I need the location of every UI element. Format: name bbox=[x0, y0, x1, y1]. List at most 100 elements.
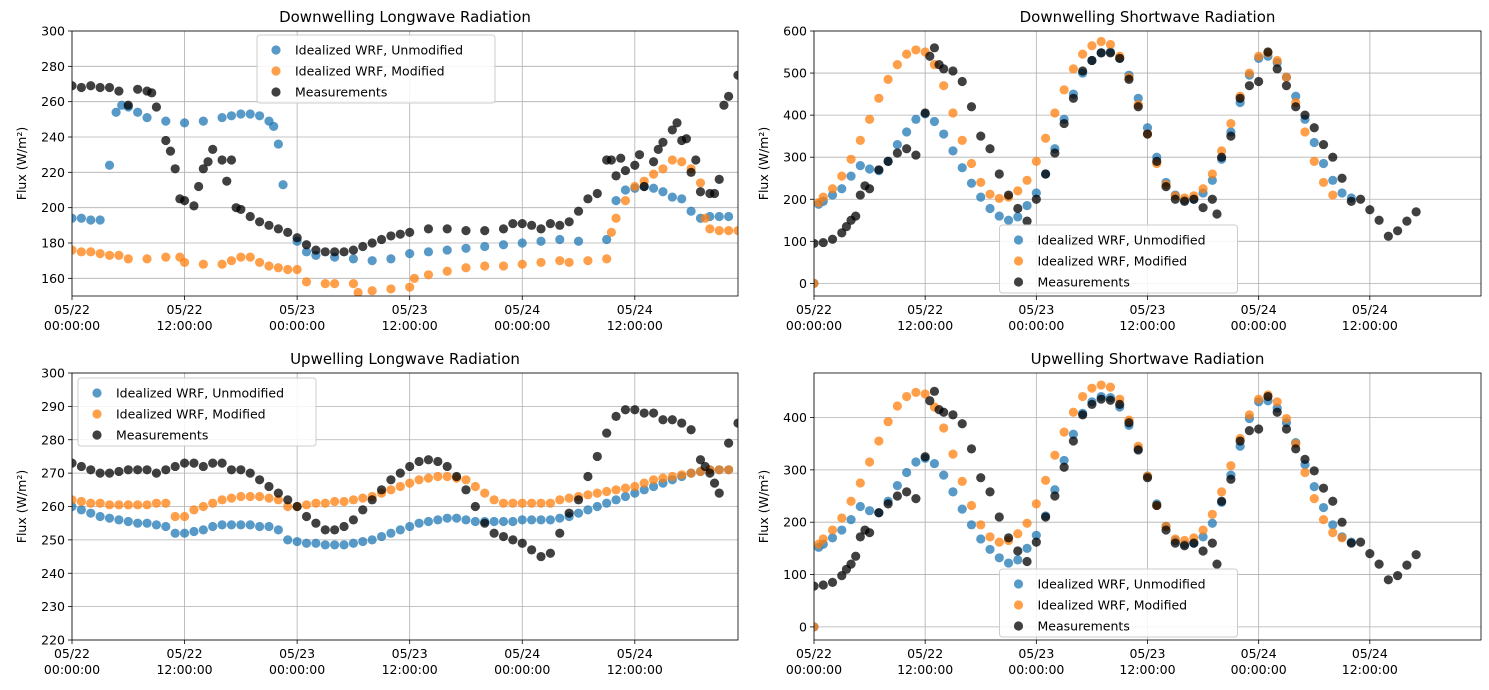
point-modified bbox=[1254, 394, 1264, 404]
point-measurements bbox=[1087, 399, 1097, 410]
point-unmodified bbox=[855, 161, 865, 171]
point-unmodified bbox=[442, 245, 452, 255]
point-unmodified bbox=[1309, 137, 1319, 148]
point-unmodified bbox=[226, 520, 237, 530]
x-tick-label: 05/22 00:00:00 bbox=[44, 646, 100, 677]
point-measurements bbox=[686, 167, 696, 177]
point-modified bbox=[264, 261, 274, 271]
point-unmodified bbox=[255, 521, 265, 532]
point-measurements bbox=[1022, 216, 1032, 226]
point-modified bbox=[423, 270, 434, 280]
point-measurements bbox=[851, 211, 861, 221]
point-modified bbox=[142, 500, 152, 510]
point-measurements bbox=[611, 171, 621, 181]
point-measurements bbox=[1068, 436, 1078, 446]
point-modified bbox=[470, 481, 480, 492]
point-modified bbox=[846, 154, 856, 164]
point-measurements bbox=[902, 144, 912, 154]
point-measurements bbox=[920, 452, 930, 462]
point-modified bbox=[966, 500, 977, 511]
point-unmodified bbox=[686, 206, 696, 216]
point-unmodified bbox=[301, 247, 312, 257]
x-tick-label: 05/23 00:00:00 bbox=[1008, 646, 1064, 677]
point-unmodified bbox=[292, 536, 302, 547]
point-unmodified bbox=[1198, 532, 1208, 542]
point-measurements bbox=[827, 234, 838, 244]
point-measurements bbox=[217, 155, 227, 165]
point-unmodified bbox=[217, 112, 227, 123]
point-unmodified bbox=[527, 515, 537, 525]
point-modified bbox=[611, 213, 621, 223]
point-unmodified bbox=[386, 528, 396, 538]
subplot-1: 160 180 200 220 240 260 280 300 05/22 00:00:00 05/… bbox=[14, 8, 739, 333]
point-measurements bbox=[72, 458, 77, 468]
point-measurements bbox=[1124, 418, 1134, 428]
point-modified bbox=[170, 511, 180, 522]
point-measurements bbox=[264, 481, 274, 492]
point-measurements bbox=[1059, 118, 1069, 129]
point-unmodified bbox=[630, 488, 640, 498]
point-measurements bbox=[555, 528, 565, 538]
point-unmodified bbox=[1318, 502, 1329, 513]
point-unmodified bbox=[1013, 555, 1023, 565]
point-measurements bbox=[911, 150, 921, 160]
point-unmodified bbox=[179, 528, 190, 538]
point-modified bbox=[705, 224, 715, 234]
point-modified bbox=[442, 471, 452, 482]
x-tick-label: 05/24 12:00:00 bbox=[607, 302, 663, 333]
point-modified bbox=[433, 471, 443, 482]
point-unmodified bbox=[72, 213, 77, 223]
point-measurements bbox=[611, 411, 621, 421]
point-modified bbox=[123, 254, 133, 264]
point-unmodified bbox=[1318, 158, 1329, 169]
point-measurements bbox=[1365, 205, 1375, 215]
point-measurements bbox=[1198, 546, 1208, 556]
point-measurements bbox=[1207, 538, 1217, 548]
point-unmodified bbox=[837, 184, 847, 194]
point-measurements bbox=[1346, 538, 1356, 548]
point-measurements bbox=[1179, 541, 1190, 551]
point-modified bbox=[545, 498, 555, 508]
point-modified bbox=[386, 284, 396, 294]
point-measurements bbox=[245, 468, 255, 478]
point-unmodified bbox=[911, 114, 921, 124]
point-modified bbox=[1300, 127, 1310, 137]
point-measurements bbox=[1170, 538, 1180, 548]
y-tick-label: 400 bbox=[783, 108, 807, 123]
point-unmodified bbox=[948, 146, 958, 156]
point-unmodified bbox=[1291, 91, 1301, 101]
point-measurements bbox=[1226, 131, 1236, 141]
point-measurements bbox=[1383, 575, 1393, 585]
point-unmodified bbox=[114, 515, 124, 525]
y-axis-label: Flux (W/m²) bbox=[756, 127, 771, 200]
point-measurements bbox=[470, 501, 480, 512]
point-measurements bbox=[545, 218, 555, 229]
point-modified bbox=[1337, 533, 1347, 543]
data-points bbox=[72, 405, 738, 562]
point-modified bbox=[508, 498, 518, 508]
point-modified bbox=[818, 534, 828, 544]
point-modified bbox=[95, 498, 105, 508]
point-unmodified bbox=[536, 515, 546, 525]
point-unmodified bbox=[86, 508, 96, 518]
y-tick-label: 240 bbox=[41, 566, 65, 581]
point-unmodified bbox=[198, 116, 208, 126]
point-measurements bbox=[301, 240, 312, 250]
x-tick-label: 05/23 00:00:00 bbox=[269, 302, 325, 333]
legend-label: Idealized WRF, Modified bbox=[1038, 598, 1188, 613]
point-modified bbox=[1078, 391, 1088, 402]
x-tick-label: 05/23 12:00:00 bbox=[1119, 302, 1175, 333]
point-unmodified bbox=[1328, 175, 1338, 185]
point-unmodified bbox=[414, 518, 424, 528]
point-modified bbox=[602, 254, 612, 264]
point-modified bbox=[1105, 382, 1116, 392]
point-unmodified bbox=[602, 498, 612, 508]
point-modified bbox=[498, 261, 509, 271]
point-measurements bbox=[151, 102, 162, 112]
point-measurements bbox=[1115, 53, 1125, 63]
point-modified bbox=[555, 256, 565, 266]
point-modified bbox=[939, 423, 949, 433]
point-modified bbox=[142, 254, 152, 264]
point-measurements bbox=[104, 468, 115, 478]
point-measurements bbox=[695, 187, 706, 197]
